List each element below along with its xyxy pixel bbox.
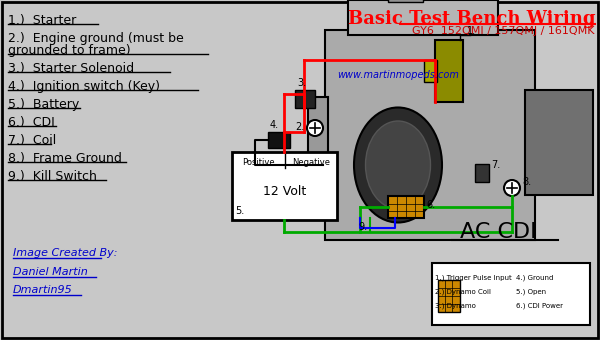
Bar [268,132,290,148]
Text: Image Created By:: Image Created By: [13,248,118,258]
Text: Negative: Negative [292,158,330,167]
Bar [232,152,337,220]
Text: 2.) Dynamo Coil: 2.) Dynamo Coil [435,289,491,295]
Text: 3.: 3. [297,78,306,88]
Bar [388,196,424,218]
Text: 1.)  Starter: 1.) Starter [8,14,76,27]
Bar [435,40,463,102]
Bar [325,30,535,240]
Text: 1.) Trigger Pulse Input: 1.) Trigger Pulse Input [435,274,512,281]
Text: AC CDI: AC CDI [460,222,536,242]
Bar [348,0,498,35]
Text: 7.)  Coil: 7.) Coil [8,134,56,147]
Text: 9.)  Kill Switch: 9.) Kill Switch [8,170,97,183]
Text: 8.: 8. [522,177,531,187]
Text: 12 Volt: 12 Volt [263,185,306,198]
Text: 2.: 2. [296,122,305,132]
Text: Dmartin95: Dmartin95 [13,285,73,295]
Text: 9.: 9. [358,222,367,232]
Text: Positive: Positive [242,158,275,167]
Text: 4.)  Ignition switch (Key): 4.) Ignition switch (Key) [8,80,160,93]
Ellipse shape [365,121,431,209]
Text: 6.: 6. [426,200,435,210]
Bar [475,164,489,182]
Text: grounded to frame): grounded to frame) [8,44,131,57]
Bar [388,0,423,2]
Text: 5.) Open: 5.) Open [516,289,546,295]
Circle shape [307,120,323,136]
Text: 4.: 4. [270,120,279,130]
Text: 4.) Ground: 4.) Ground [516,274,553,281]
Ellipse shape [354,107,442,222]
Bar [438,280,460,312]
Text: Daniel Martin: Daniel Martin [13,267,88,277]
Text: 5.)  Battery: 5.) Battery [8,98,79,111]
Text: www.martinmopeds.com: www.martinmopeds.com [337,70,459,80]
Text: 5.: 5. [235,206,244,216]
Bar [295,90,315,108]
Text: 1.: 1. [467,26,476,36]
Text: 6.) CDI Power: 6.) CDI Power [516,303,563,309]
Text: 8.)  Frame Ground: 8.) Frame Ground [8,152,122,165]
Text: GY6  152QMI / 157QMJ / 161QMK: GY6 152QMI / 157QMJ / 161QMK [413,26,595,36]
Bar [525,90,593,195]
Bar [424,60,437,82]
Text: 3.)  Starter Solenoid: 3.) Starter Solenoid [8,62,134,75]
Text: 2.)  Engine ground (must be: 2.) Engine ground (must be [8,32,184,45]
Text: Basic Test Bench Wiring: Basic Test Bench Wiring [347,10,595,28]
Circle shape [504,180,520,196]
Text: 6.)  CDI: 6.) CDI [8,116,55,129]
Bar [308,97,328,162]
Bar [432,263,590,325]
Text: 7.: 7. [491,160,500,170]
Text: 3.) Dynamo: 3.) Dynamo [435,303,476,309]
